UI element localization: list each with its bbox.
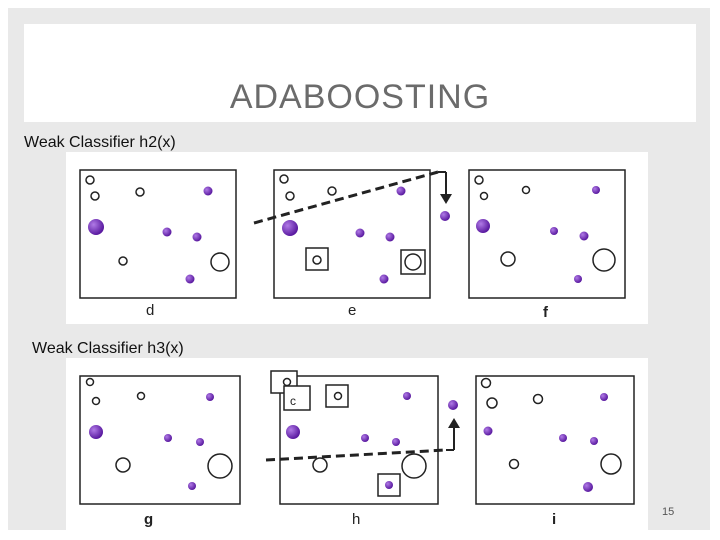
subfigure-e-label: e bbox=[348, 302, 356, 319]
section-label-h2: Weak Classifier h2(x) bbox=[24, 134, 176, 151]
subfigure-g-label: g bbox=[144, 511, 153, 528]
classifier-h3-diagram: g c bbox=[79, 370, 635, 528]
classifier-h2-diagram: d e bbox=[79, 169, 626, 321]
slide-title: ADABOOSTING bbox=[229, 78, 491, 116]
subfigure-f-label: f bbox=[543, 304, 549, 321]
classifier-h2-figure: d e bbox=[66, 152, 648, 324]
subfigure-i: i bbox=[475, 375, 635, 528]
classifier-h3-figure: g c bbox=[66, 358, 648, 530]
subfigure-d: d bbox=[79, 169, 237, 319]
subfigure-h: c h bbox=[265, 370, 460, 528]
svg-text:c: c bbox=[290, 394, 296, 408]
subfigure-i-label: i bbox=[552, 511, 556, 528]
subfigure-g: g bbox=[79, 375, 241, 528]
section-label-h3: Weak Classifier h3(x) bbox=[32, 340, 184, 357]
subfigure-f: f bbox=[468, 169, 626, 321]
subfigure-e: e bbox=[253, 169, 452, 319]
subfigure-h-label: h bbox=[352, 511, 360, 528]
page-number: 15 bbox=[662, 506, 675, 518]
title-box: ADABOOSTING bbox=[24, 24, 696, 122]
subfigure-d-label: d bbox=[146, 302, 154, 319]
